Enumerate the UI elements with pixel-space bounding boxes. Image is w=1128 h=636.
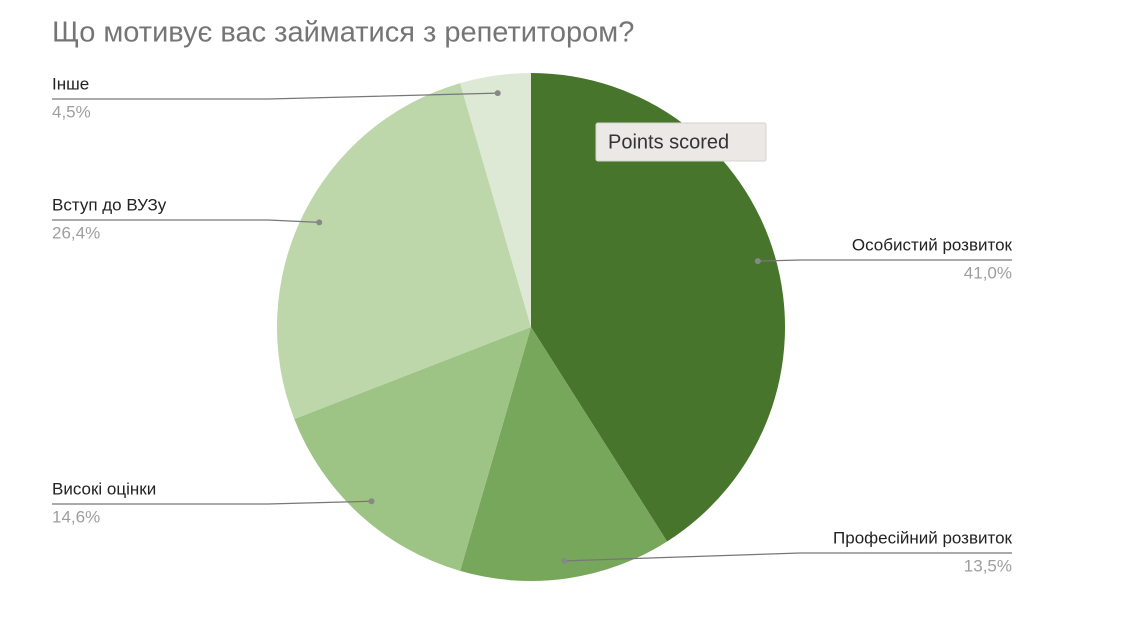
leader-dot <box>754 258 761 265</box>
tooltip-box <box>595 122 767 162</box>
slice-value: 26,4% <box>52 223 100 242</box>
pie <box>277 73 785 581</box>
pie-slice <box>277 83 531 420</box>
leader-line <box>52 92 498 100</box>
labels: Особистий розвиток 41,0% Професійний розви… <box>52 74 1013 575</box>
leader-line <box>564 552 1012 562</box>
tooltip: Points scored <box>595 122 767 162</box>
tooltip-text: Points scored <box>608 131 729 153</box>
pie-slice <box>460 327 668 581</box>
slice-label: Професійний розвиток <box>833 528 1013 547</box>
leader-dot <box>316 219 323 226</box>
slice-label: Особистий розвиток <box>852 235 1013 254</box>
leader-dot <box>494 90 501 97</box>
slice-label: Інше <box>52 74 89 93</box>
leader-line <box>52 219 320 224</box>
chart-title: Що мотивує вас займатися з репетитором? <box>52 17 634 49</box>
leader-dot <box>561 557 568 564</box>
pie-slice <box>531 73 785 542</box>
leader-dot <box>368 498 375 505</box>
slice-value: 41,0% <box>964 263 1012 282</box>
leader-line <box>52 500 372 505</box>
slice-value: 14,6% <box>52 507 100 526</box>
slice-value: 13,5% <box>964 556 1012 575</box>
slice-label: Вступ до ВУЗу <box>52 195 167 214</box>
slice-label: Високі оцінки <box>52 479 156 498</box>
slice-value: 4,5% <box>52 102 91 121</box>
pie-slice <box>294 327 531 571</box>
pie-slice <box>460 73 531 327</box>
leader-line <box>757 259 1012 262</box>
